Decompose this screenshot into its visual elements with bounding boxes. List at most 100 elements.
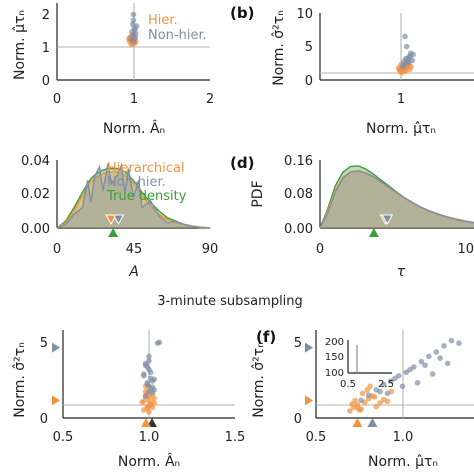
panel-b-ytick: 10 <box>296 7 313 22</box>
panel-c-hier-mean-marker <box>105 214 117 226</box>
panel-f-point-nonhier <box>441 343 447 349</box>
panel-b-point-hier <box>407 66 413 73</box>
panel-f-point-hier <box>384 398 391 405</box>
panel-b-xtick: 1 <box>397 92 405 107</box>
panel-e-point-nonhier <box>146 353 152 360</box>
panel-f-point-hier <box>359 390 366 397</box>
panel-b-point-nonhier <box>400 62 407 69</box>
panel-e-xtick: 0.5 <box>53 430 74 445</box>
panel-e-point-hier <box>141 398 147 405</box>
panel-f-bottom-nonhier-marker <box>367 418 378 427</box>
panel-d-area-true <box>320 165 474 228</box>
panel-f-point-hier <box>347 408 353 414</box>
panel-a-ytick: 0 <box>42 74 50 89</box>
panel-f-point-hier <box>355 405 361 412</box>
panel-a-ylabel: Norm. μ̂τₙ <box>12 10 28 80</box>
panel-f-point-nonhier <box>407 366 413 373</box>
panel-b-xlabel: Norm. μ̂τₙ <box>366 121 436 137</box>
panel-d-xtick: 0 <box>316 242 324 257</box>
panel-d-line-nonhier <box>319 170 474 229</box>
panel-f-point-nonhier <box>429 371 436 377</box>
inset-ytick: 100 <box>325 368 344 379</box>
panel-c-xtick: 45 <box>126 242 143 257</box>
panel-e-nonhier-marker <box>52 342 60 353</box>
panel-f-point-nonhier <box>422 362 428 369</box>
inset-ytick: 150 <box>325 352 344 363</box>
panel-f-point-nonhier <box>444 360 451 367</box>
panel-f-bottom-hier-marker <box>352 418 363 427</box>
panel-c-legend-nonhier: Non-hier. <box>107 175 166 190</box>
panel-e-hier-marker <box>52 395 60 406</box>
panel-e-point-hier <box>146 397 152 404</box>
panel-f-ytick: 5 <box>294 336 302 351</box>
panel-a-xtick: 2 <box>206 92 214 107</box>
panel-e-point-nonhier <box>142 393 149 399</box>
panel-a-point-nonhier <box>133 23 140 29</box>
panel-a-legend-nonhier: Non-hier. <box>148 28 207 43</box>
panel-e-point-nonhier <box>146 383 152 390</box>
panel-a-point-nonhier <box>130 11 137 18</box>
inset-xtick: 0.5 <box>340 379 356 390</box>
panel-a-legend-hier: Hier. <box>148 13 178 28</box>
panel-f-point-nonhier <box>377 388 383 395</box>
panel-f-inset: 200 150 100 0.5 2.5 <box>325 337 394 390</box>
panel-f-point-nonhier <box>414 380 421 386</box>
panel-d-true-mean-marker <box>368 228 379 237</box>
panel-d-ytick: 0.16 <box>284 154 313 169</box>
panel-f-point-nonhier <box>399 383 406 390</box>
panel-a-point-nonhier <box>129 32 136 39</box>
panel-c-true-mean-marker <box>108 228 119 237</box>
panel-e-point-hier <box>151 400 157 406</box>
panel-e-scatter: 5 0 0.5 1.0 1.5 Norm. Âₙ Norm. σ̂²τₙ <box>12 330 245 470</box>
panel-e-point-nonhier <box>141 372 147 379</box>
panel-f-point-hier <box>371 394 378 400</box>
panel-e-point-nonhier <box>149 389 156 396</box>
panel-f-ylabel: Norm. σ̂²τₙ <box>251 342 267 418</box>
panel-c-line-nonhier <box>56 162 210 229</box>
panel-c-xlabel: A <box>128 264 139 280</box>
panel-a-xtick: 0 <box>53 92 61 107</box>
panel-e-xtick: 1.5 <box>225 430 246 445</box>
panel-e-point-hier <box>146 402 152 409</box>
panel-f-point-hier <box>373 403 379 410</box>
panel-e-ylabel: Norm. σ̂²τₙ <box>12 342 28 418</box>
panel-c-legend-hier: Hierarchical <box>107 161 184 176</box>
panel-d-ytick: 0.00 <box>284 222 313 237</box>
panel-f-xlabel: Norm. μ̂τₙ <box>368 454 438 470</box>
panel-d-ytick: 0.08 <box>284 187 313 202</box>
panel-f-point-hier <box>352 397 358 404</box>
panel-c-density: 0.04 0.02 0.00 0 45 90 A Hierarchical No… <box>21 154 218 280</box>
panel-c-nonhier-mean-marker <box>112 214 125 226</box>
panel-a-scatter: 2 1 0 0 1 2 Norm. Âₙ Norm. μ̂τₙ Hier. No… <box>12 3 214 137</box>
panel-c-xtick: 90 <box>202 242 219 257</box>
panel-f-point-nonhier <box>437 355 443 361</box>
inset-ytick: 200 <box>325 337 344 348</box>
panel-c-ytick: 0.00 <box>21 222 50 237</box>
panel-d-xlabel: τ <box>397 264 406 280</box>
panel-f-hier-marker <box>305 395 313 406</box>
panel-b-ylabel: Norm. σ̂²τₙ <box>271 10 287 86</box>
panel-f-point-nonhier <box>365 392 372 398</box>
panel-a-ytick: 2 <box>42 8 50 23</box>
panel-a-ytick: 1 <box>42 41 50 56</box>
panel-f-xtick: 0.5 <box>306 430 327 445</box>
panel-b-point-nonhier <box>402 33 408 40</box>
panel-f-point-hier <box>377 400 383 406</box>
panel-a-xtick: 1 <box>130 92 138 107</box>
panel-f-point-nonhier <box>384 390 391 397</box>
panel-d-nonhier-mean-marker <box>381 214 394 226</box>
panel-f-point-nonhier <box>433 349 440 355</box>
panel-f-point-nonhier <box>380 381 387 388</box>
panel-c-ytick: 0.02 <box>21 187 50 202</box>
panel-b-scatter: (b) 10 5 0 1 Norm. μ̂τₙ Norm. σ̂²τₙ <box>230 4 474 137</box>
panel-c-legend-true: True density <box>106 189 187 204</box>
panel-d-xtick: 10 <box>457 242 474 257</box>
panel-a-xlabel: Norm. Âₙ <box>103 119 165 137</box>
section-title: 3-minute subsampling <box>157 294 303 309</box>
panel-c-area-true <box>57 168 210 228</box>
panel-c-xtick: 0 <box>53 242 61 257</box>
panel-f-xtick: 1.0 <box>393 430 414 445</box>
panel-e-xlabel: Norm. Âₙ <box>118 452 180 470</box>
panel-c-area-hier <box>57 171 210 228</box>
